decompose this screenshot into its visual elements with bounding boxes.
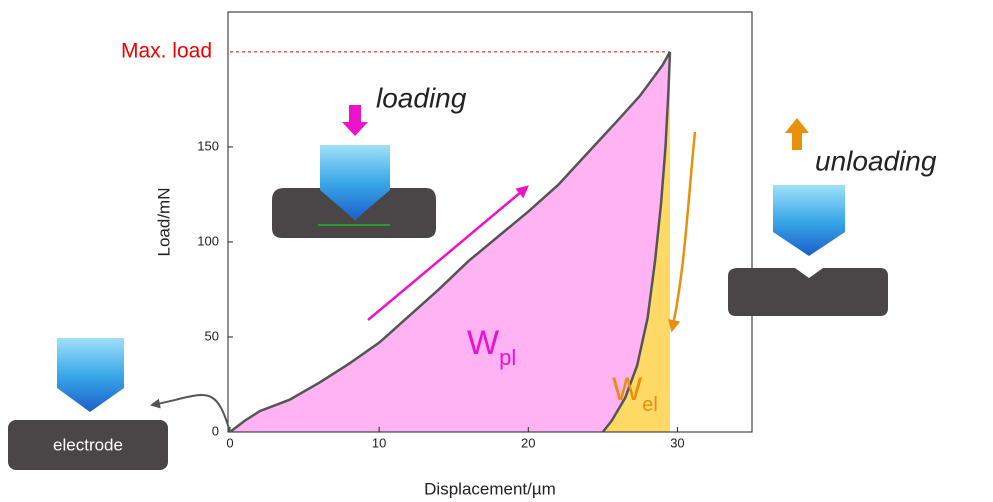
plastic-work-subscript: pl: [499, 345, 516, 370]
x-tick-label: 20: [521, 435, 535, 450]
down-arrow: [342, 105, 368, 136]
loading-label: loading: [376, 82, 467, 113]
unloading-label: unloading: [815, 145, 937, 176]
plastic-work-label: Wpl: [467, 324, 516, 370]
loading-arrow: [367, 185, 529, 321]
elastic-work-label: Wel: [612, 371, 658, 416]
plot-frame: [227, 11, 753, 433]
max-load-label: Max. load: [121, 39, 212, 62]
plot: 0 10 20 30 0 50 100 150 Max. load: [121, 39, 685, 450]
y-tick-label: 150: [197, 138, 219, 153]
approach-arrow: [150, 394, 231, 433]
work-areas: [230, 51, 670, 432]
y-tick-label: 0: [212, 423, 219, 438]
sample: [728, 268, 888, 316]
x-tick-label: 10: [372, 435, 386, 450]
elastic-work-area: [602, 51, 670, 432]
x-axis-label: Displacement/µm: [424, 479, 556, 498]
y-tick-label: 50: [205, 328, 219, 343]
plastic-work-area: [230, 51, 670, 432]
indenter: [320, 145, 390, 220]
elastic-work-subscript: el: [642, 394, 658, 416]
x-tick-label: 30: [670, 435, 684, 450]
electrode-label: electrode: [53, 435, 123, 454]
electrode: [8, 420, 168, 470]
y-tick-label: 100: [197, 233, 219, 248]
indenter: [57, 338, 124, 412]
curve: [601, 51, 672, 433]
unloading-arrow: [668, 131, 697, 333]
y-axis-label: Load/mN: [154, 188, 173, 257]
indenter: [773, 185, 845, 256]
curve: [229, 51, 672, 433]
elastic-work-symbol: W: [612, 371, 643, 407]
plastic-work-symbol: W: [467, 324, 499, 362]
up-arrow: [785, 118, 809, 150]
sample: [272, 188, 436, 238]
x-tick-label: 0: [226, 435, 233, 450]
